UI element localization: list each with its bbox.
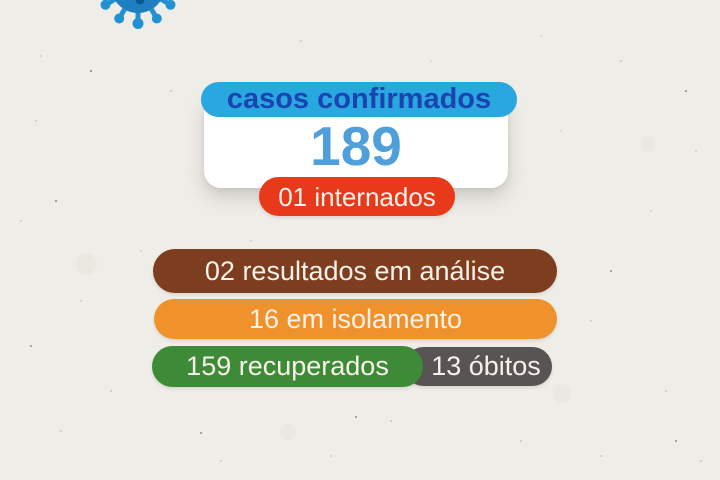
recovered-pill: 159 recuperados [152, 346, 423, 387]
isolation-pill: 16 em isolamento [154, 299, 557, 339]
confirmed-cases-title: casos confirmados [226, 83, 492, 115]
pending-results-label: 02 resultados em análise [204, 255, 506, 286]
deaths-pill: 13 óbitos [404, 347, 552, 386]
hospitalized-pill: 01 internados [259, 177, 455, 216]
recovered-label: 159 recuperados [186, 351, 389, 381]
confirmed-cases-header: casos confirmados [201, 82, 517, 117]
deaths-label: 13 óbitos [431, 351, 541, 381]
pending-results-pill: 02 resultados em análise [153, 249, 557, 293]
coronavirus-icon [100, 0, 176, 29]
confirmed-cases-count: 189 [310, 115, 402, 177]
isolation-label: 16 em isolamento [248, 303, 463, 334]
hospitalized-label: 01 internados [278, 181, 436, 212]
paper-texture-dark-specks [0, 0, 2, 2]
